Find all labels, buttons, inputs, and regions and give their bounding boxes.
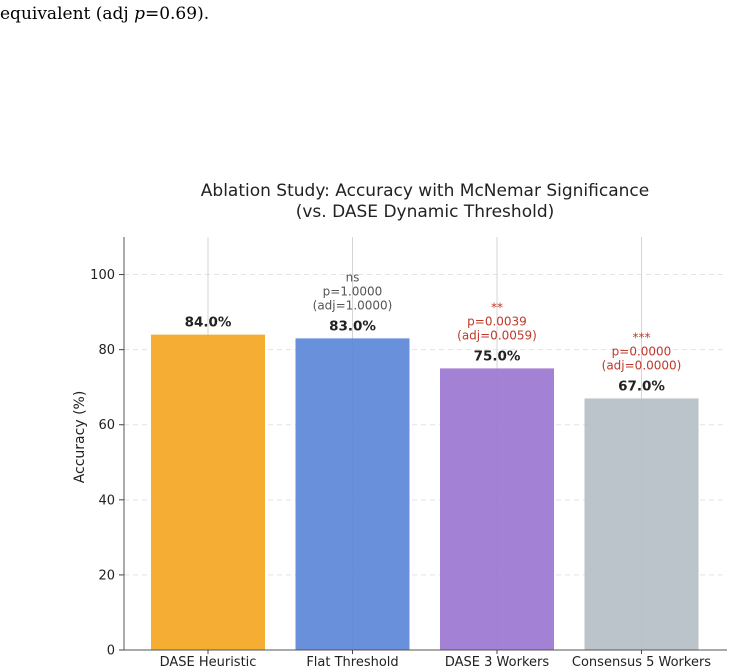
- bar: [584, 398, 699, 650]
- caption-lead: equivalent (adj: [0, 4, 135, 24]
- y-tick-label: 60: [98, 418, 115, 433]
- significance-adj: (adj=1.0000): [313, 298, 393, 312]
- labels: 0 20 40 60 80 100 DASE Heuristic Flat Threshold…: [90, 268, 711, 670]
- y-tick-label: 100: [90, 268, 115, 283]
- significance-stars: **: [491, 300, 503, 314]
- significance-stars: ns: [346, 270, 360, 284]
- value-label: 75.0%: [474, 348, 521, 364]
- significance-stars: ***: [633, 330, 651, 344]
- significance-adj: (adj=0.0000): [602, 358, 682, 372]
- caption-trail: =0.69).: [144, 4, 210, 24]
- chart-subtitle: (vs. DASE Dynamic Threshold): [296, 202, 555, 222]
- x-tick-label: Flat Threshold: [306, 655, 398, 670]
- bar: [151, 334, 265, 650]
- x-tick-label: Consensus 5 Workers: [572, 655, 711, 670]
- y-axis-label: Accuracy (%): [72, 391, 88, 484]
- y-tick-label: 20: [98, 568, 115, 583]
- significance-p: p=0.0000: [612, 344, 672, 358]
- value-label: 83.0%: [329, 318, 376, 334]
- caption-variable: p: [134, 4, 145, 24]
- value-label: 84.0%: [185, 315, 232, 331]
- y-tick-label: 80: [98, 343, 115, 358]
- value-label: 67.0%: [618, 378, 665, 394]
- y-tick-label: 0: [107, 644, 115, 659]
- center-lines: [207, 237, 642, 650]
- significance-adj: (adj=0.0059): [457, 328, 537, 342]
- significance-p: p=0.0039: [467, 314, 527, 328]
- x-tick-label: DASE 3 Workers: [445, 655, 549, 670]
- bar: [440, 368, 554, 650]
- caption-text: equivalent (adj p=0.69).: [0, 4, 209, 24]
- x-tick-label: DASE Heuristic: [160, 655, 257, 670]
- axes: [119, 237, 727, 654]
- significance-p: p=1.0000: [323, 284, 383, 298]
- chart-title: Ablation Study: Accuracy with McNemar Si…: [201, 181, 649, 201]
- bar: [295, 338, 410, 650]
- y-tick-label: 40: [98, 493, 115, 508]
- bars: [151, 334, 699, 650]
